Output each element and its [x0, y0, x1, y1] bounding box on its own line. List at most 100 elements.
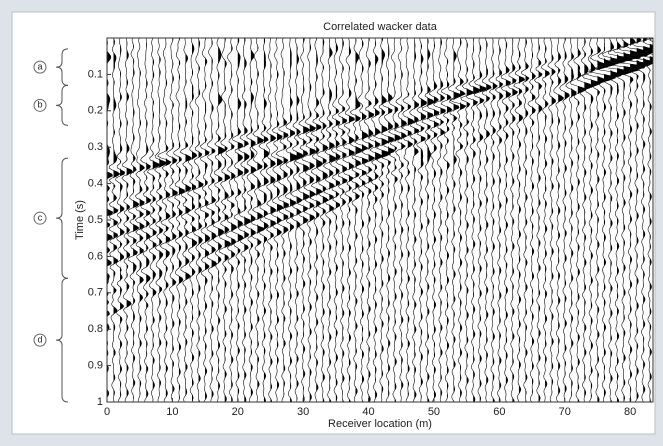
- x-tick-label: 40: [362, 406, 374, 418]
- y-tick-label: 0.9: [88, 360, 103, 372]
- annotation-circle: [33, 211, 47, 225]
- trace-fill: [250, 38, 257, 402]
- trace-fill: [453, 38, 461, 402]
- annotation-label: b: [37, 100, 42, 110]
- trace-fill: [643, 38, 653, 402]
- trace-fill: [649, 38, 653, 402]
- trace-fill: [518, 38, 525, 402]
- y-tick-label: 0.1: [88, 68, 103, 80]
- trace-fill: [303, 38, 310, 402]
- trace: [257, 38, 270, 402]
- annotation-circle: [33, 60, 47, 74]
- trace-fill: [414, 38, 419, 402]
- y-tick-label: 0.3: [88, 141, 103, 153]
- trace-fill: [296, 38, 304, 402]
- trace-fill: [447, 38, 453, 402]
- trace-fill: [126, 38, 133, 402]
- trace: [426, 38, 440, 402]
- trace-fill: [538, 38, 543, 402]
- brace: [55, 277, 69, 403]
- trace-fill: [617, 38, 633, 402]
- trace-fill: [381, 38, 391, 402]
- y-tick-label: 0.8: [88, 323, 103, 335]
- trace-fill: [532, 38, 536, 402]
- trace-fill: [603, 38, 617, 402]
- trace: [616, 38, 653, 402]
- trace-fill: [277, 38, 284, 402]
- trace-fill: [309, 38, 317, 402]
- trace-fill: [165, 38, 172, 402]
- chart-title: Correlated wacker data: [323, 21, 438, 33]
- trace: [225, 38, 237, 402]
- trace-fill: [139, 38, 145, 402]
- trace: [500, 38, 512, 402]
- trace-fill: [551, 38, 556, 402]
- trace-fill: [525, 38, 529, 402]
- trace-fill: [492, 38, 498, 402]
- x-tick-label: 0: [104, 406, 110, 418]
- trace-fill: [577, 38, 586, 402]
- trace-fill: [486, 38, 492, 402]
- trace-fill: [120, 38, 125, 402]
- trace-fill: [185, 38, 192, 402]
- trace: [460, 38, 474, 402]
- trace: [199, 38, 211, 402]
- trace-fill: [146, 38, 151, 402]
- annotation-circle: [33, 333, 47, 347]
- trace-fill: [368, 38, 375, 402]
- x-axis-label: Receiver location (m): [328, 418, 432, 430]
- x-tick-label: 20: [232, 406, 244, 418]
- trace-fill: [440, 38, 446, 402]
- trace-fill: [152, 38, 160, 402]
- trace-fill: [257, 38, 264, 402]
- x-tick-label: 80: [624, 406, 636, 418]
- y-axis-label: Time (s): [74, 200, 86, 240]
- x-tick-label: 10: [166, 406, 178, 418]
- trace-fill: [263, 38, 270, 402]
- y-tick-label: 0.2: [88, 105, 103, 117]
- trace: [173, 38, 185, 402]
- trace-fill: [499, 38, 504, 402]
- trace-fill: [479, 38, 487, 402]
- trace-fill: [192, 38, 197, 402]
- trace-fill: [335, 38, 341, 402]
- brace: [55, 157, 69, 279]
- trace-fill: [355, 38, 363, 402]
- trace-fill: [218, 38, 226, 402]
- trace: [440, 38, 453, 402]
- trace: [409, 38, 420, 402]
- trace-fill: [420, 38, 427, 402]
- x-tick-label: 60: [493, 406, 505, 418]
- y-tick-label: 0.5: [88, 214, 103, 226]
- annotation-circle: [33, 98, 47, 112]
- trace-fill: [283, 38, 289, 402]
- x-tick-label: 70: [559, 406, 571, 418]
- trace-fill: [113, 38, 120, 402]
- trace-fill: [159, 38, 167, 402]
- x-tick-label: 50: [428, 406, 440, 418]
- x-tick-label: 30: [297, 406, 309, 418]
- annotation-label: a: [37, 61, 42, 71]
- trace-fill: [211, 38, 217, 402]
- annotation-label: d: [37, 334, 42, 344]
- trace-fill: [512, 38, 518, 402]
- trace-fill: [571, 38, 577, 402]
- trace-fill: [427, 38, 435, 402]
- trace-fill: [375, 38, 383, 402]
- brace: [55, 48, 69, 86]
- trace-fill: [558, 38, 564, 402]
- trace-fill: [231, 38, 237, 402]
- y-tick-label: 0.6: [88, 250, 103, 262]
- annotation-label: c: [38, 213, 43, 223]
- trace-fill: [172, 38, 178, 402]
- trace-fill: [388, 38, 395, 402]
- trace: [602, 38, 641, 402]
- trace-fill: [322, 38, 329, 402]
- trace-fill: [407, 38, 415, 402]
- trace: [513, 38, 526, 402]
- trace-fill: [610, 38, 625, 402]
- trace-fill: [401, 38, 407, 402]
- y-tick-label: 0.7: [88, 287, 103, 299]
- y-tick-label: 0.4: [88, 178, 103, 190]
